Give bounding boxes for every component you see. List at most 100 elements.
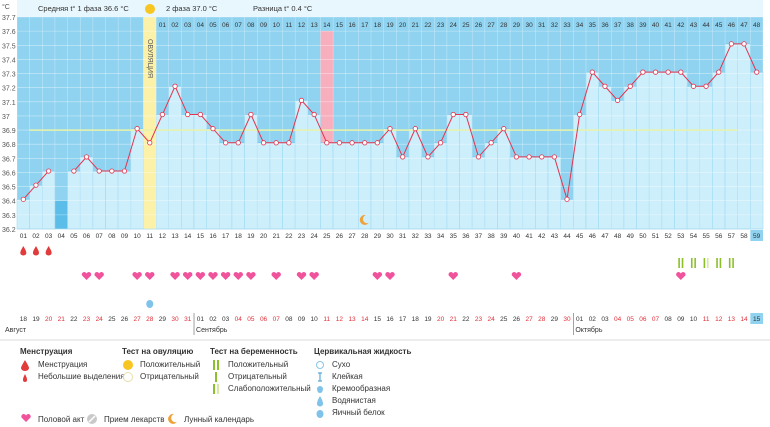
- temperature-point: [539, 154, 545, 160]
- temperature-point: [526, 154, 532, 160]
- cycle-day-top: 07: [235, 22, 243, 29]
- cycle-day-top: 28: [500, 22, 508, 29]
- date-label: 25: [500, 316, 508, 323]
- date-label: 21: [450, 316, 458, 323]
- temperature-point: [46, 168, 52, 174]
- pregnancy-test-line: [703, 258, 706, 268]
- y-tick-label: 36.7: [2, 156, 16, 163]
- cycle-day-top: 33: [563, 22, 571, 29]
- chart-bar: [383, 128, 397, 230]
- date-label: 18: [20, 316, 28, 323]
- cycle-day-top: 46: [728, 22, 736, 29]
- date-label: 07: [273, 316, 281, 323]
- date-label: 22: [462, 316, 470, 323]
- pregnancy-test-line: [728, 258, 731, 268]
- date-label: 26: [513, 316, 521, 323]
- cycle-day-bottom: 25: [323, 233, 331, 240]
- heart-icon: [81, 272, 92, 280]
- temperature-point: [109, 168, 115, 174]
- sun-icon: [145, 4, 155, 14]
- cycle-day-top: 21: [412, 22, 420, 29]
- cycle-day-bottom: 27: [348, 233, 356, 240]
- cycle-day-bottom: 53: [677, 233, 685, 240]
- cycle-day-bottom: 14: [184, 233, 192, 240]
- temperature-point: [475, 154, 482, 160]
- temperature-point: [349, 140, 355, 146]
- chart-bar: [396, 156, 410, 230]
- cycle-day-top: 42: [677, 22, 685, 29]
- heart-icon: [309, 272, 319, 280]
- date-label: 31: [184, 316, 192, 323]
- date-label: 04: [614, 316, 622, 323]
- heart-icon: [246, 272, 256, 280]
- cycle-day-bottom: 44: [563, 233, 571, 240]
- date-label: 11: [703, 316, 710, 323]
- temperature-point: [134, 126, 140, 132]
- cycle-day-top: 40: [652, 22, 660, 29]
- cycle-day-bottom: 22: [285, 233, 293, 240]
- phase1-average: Средняя t° 1 фаза 36.6 °C: [38, 4, 129, 13]
- date-label: 05: [247, 316, 255, 323]
- heart-icon: [271, 272, 281, 280]
- cycle-day-bottom: 48: [614, 233, 622, 240]
- cycle-day-bottom: 15: [197, 233, 205, 240]
- sticky-icon: [314, 371, 326, 383]
- temperature-point: [614, 97, 621, 103]
- single-line-icon: [210, 371, 222, 383]
- chart-bar: [67, 170, 81, 230]
- chart-bar: [307, 114, 321, 230]
- chart-bar: [370, 142, 384, 230]
- temperature-point: [488, 140, 494, 146]
- cycle-day-top: 29: [513, 22, 521, 29]
- heart-icon: [145, 272, 155, 280]
- temperature-point: [387, 126, 393, 132]
- chart-bar: [661, 71, 675, 230]
- legend-label: Отрицательный: [140, 372, 199, 381]
- date-label: 03: [601, 316, 609, 323]
- cycle-day-bottom: 31: [399, 233, 407, 240]
- chart-bar: [737, 43, 751, 230]
- y-tick-label: 36.3: [2, 213, 16, 220]
- double-line-icon: [210, 359, 222, 371]
- chart-bar: [29, 184, 43, 230]
- legend-ovulation-test: Тест на овуляцию Положительный Отрицател…: [122, 347, 200, 383]
- cycle-day-top: 19: [386, 22, 394, 29]
- cycle-day-top: 17: [361, 22, 369, 29]
- cycle-day-bottom: 37: [475, 233, 483, 240]
- date-label: 03: [222, 316, 230, 323]
- date-label: 02: [589, 316, 597, 323]
- temperature-point: [437, 140, 444, 146]
- temperature-point: [754, 69, 760, 75]
- cycle-day-bottom: 12: [159, 233, 167, 240]
- chart-bar: [256, 142, 271, 230]
- cycle-day-top: 27: [488, 22, 496, 29]
- legend-label: Яичный белок: [332, 408, 385, 417]
- cycle-day-bottom: 58: [740, 233, 748, 240]
- chart-bar: [421, 156, 435, 230]
- cycle-day-bottom: 57: [728, 233, 736, 240]
- y-tick-label: 37.6: [2, 29, 16, 36]
- cycle-day-top: 44: [702, 22, 710, 29]
- cycle-day-top: 47: [740, 22, 748, 29]
- date-label: 20: [45, 316, 53, 323]
- date-label: 04: [235, 316, 243, 323]
- cycle-day-bottom: 24: [311, 233, 319, 240]
- date-label: 16: [386, 316, 394, 323]
- y-tick-label: 37.5: [2, 43, 16, 50]
- date-label: 23: [83, 316, 91, 323]
- date-label: 29: [551, 316, 559, 323]
- cycle-day-top: 34: [576, 22, 584, 29]
- positive-circle-icon: [122, 359, 134, 371]
- cycle-day-bottom: 26: [336, 233, 344, 240]
- heart-icon: [182, 272, 193, 280]
- cycle-day-bottom: 16: [209, 233, 217, 240]
- cycle-day-bottom: 13: [171, 233, 179, 240]
- chart-bar: [446, 114, 460, 230]
- temperature-point: [20, 196, 26, 202]
- cycle-day-bottom: 30: [386, 233, 394, 240]
- legend-label: Слабоположительный: [228, 384, 311, 393]
- chart-bar: [636, 71, 650, 230]
- cycle-day-bottom: 54: [690, 233, 698, 240]
- egg-white-icon: [314, 407, 326, 419]
- chart-bar: [648, 71, 663, 230]
